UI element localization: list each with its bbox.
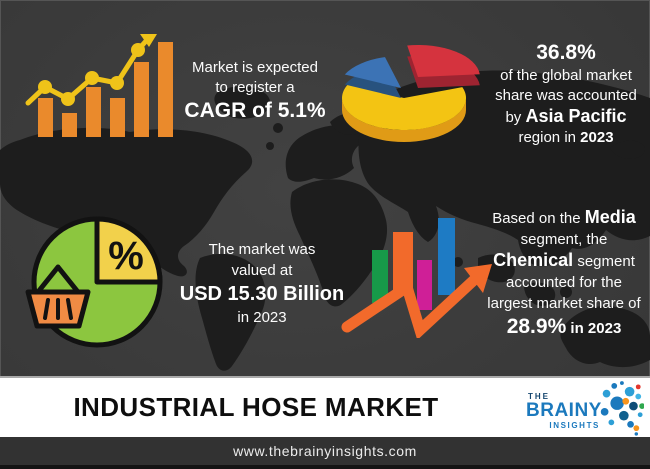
- logo-word-brainy: BRAINY: [526, 400, 602, 421]
- website-url: www.thebrainyinsights.com: [233, 443, 417, 459]
- logo-word-the: THE: [528, 392, 550, 401]
- value-line-1: The market was: [208, 241, 316, 258]
- cagr-line-2: to register a: [215, 79, 295, 96]
- brain-dots-icon: [600, 381, 644, 436]
- segment-line-4: accounted for the: [506, 274, 622, 291]
- segment-line-1-pre: Based on the: [492, 210, 585, 227]
- segment-stat-block: Based on the Media segment, the Chemical…: [480, 207, 648, 340]
- region-name: Asia Pacific: [525, 106, 627, 126]
- region-line-3: by Asia Pacific: [486, 106, 646, 128]
- basket-percent-pie-icon: %: [25, 216, 163, 348]
- world-map-silhouette: [0, 0, 650, 376]
- cagr-value: CAGR of 5.1%: [184, 99, 326, 122]
- region-line-4: region in 2023: [486, 128, 646, 148]
- segment-line-1: Based on the Media: [480, 207, 648, 229]
- pie-chart-3d-icon: [342, 45, 480, 142]
- segment-line-2: segment, the: [520, 231, 608, 248]
- region-year: 2023: [580, 129, 614, 146]
- segment-bar-chart-icon: [341, 218, 492, 338]
- growth-bar-chart-icon: [25, 34, 173, 137]
- logo-word-insights: INSIGHTS: [549, 421, 600, 430]
- value-line-2: valued at: [231, 262, 293, 279]
- region-stat-block: 36.8% of the global market share was acc…: [486, 40, 646, 148]
- bottom-edge-strip: [0, 465, 650, 469]
- segment-year: in 2023: [566, 320, 622, 337]
- region-line-2: share was accounted: [495, 87, 637, 104]
- segment-chemical: Chemical: [493, 250, 574, 270]
- region-line-4-pre: region in: [518, 129, 581, 146]
- segment-line-6: 28.9% in 2023: [480, 314, 648, 340]
- market-value: USD 15.30 Billion: [179, 283, 345, 305]
- footer-bar: www.thebrainyinsights.com: [0, 437, 650, 465]
- cagr-stat-block: Market is expected to register a CAGR of…: [172, 58, 338, 124]
- value-line-3: in 2023: [237, 309, 287, 326]
- cagr-line-1: Market is expected: [192, 59, 318, 76]
- brand-logo: THE BRAINY INSIGHTS: [526, 381, 644, 436]
- page-title: INDUSTRIAL HOSE MARKET: [73, 392, 439, 422]
- segment-line-5: largest market share of: [487, 295, 641, 312]
- segment-line-3-post: segment: [573, 253, 635, 270]
- title-band: INDUSTRIAL HOSE MARKET THE BRAINY INSIGH…: [0, 376, 650, 437]
- segment-line-3: Chemical segment: [480, 250, 648, 272]
- region-share-value: 36.8%: [536, 41, 596, 64]
- brand-logo-text: THE BRAINY INSIGHTS: [526, 392, 602, 430]
- region-line-3-pre: by: [505, 109, 526, 126]
- segment-share-value: 28.9%: [506, 315, 567, 338]
- market-value-block: The market was valued at USD 15.30 Billi…: [176, 239, 348, 328]
- region-line-1: of the global market: [500, 67, 632, 84]
- segment-media: Media: [584, 207, 636, 227]
- percent-symbol: %: [108, 234, 144, 278]
